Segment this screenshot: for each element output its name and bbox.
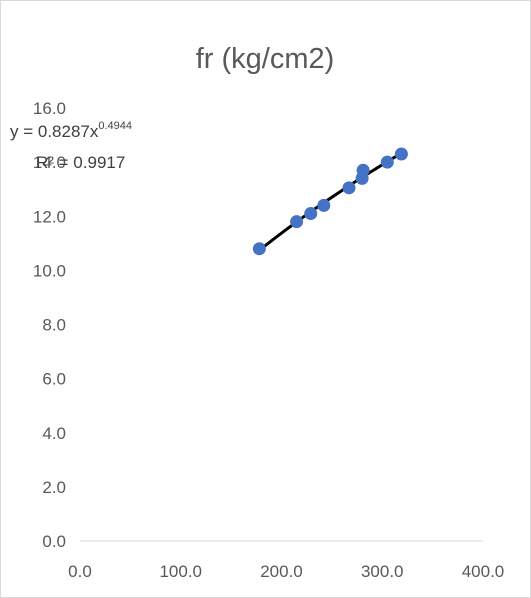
data-point bbox=[394, 147, 408, 161]
y-tick-label: 0.0 bbox=[42, 532, 66, 551]
data-point bbox=[304, 207, 318, 221]
x-tick-label: 0.0 bbox=[68, 562, 92, 581]
x-tick-label: 200.0 bbox=[260, 562, 303, 581]
y-tick-label: 6.0 bbox=[42, 370, 66, 389]
y-tick-label: 2.0 bbox=[42, 478, 66, 497]
y-tick-label: 8.0 bbox=[42, 316, 66, 335]
chart-title: fr (kg/cm2) bbox=[196, 43, 335, 75]
data-point bbox=[380, 155, 394, 169]
x-axis-ticks: 0.0 100.0 200.0 300.0 400.0 bbox=[68, 562, 504, 581]
x-tick-label: 400.0 bbox=[462, 562, 505, 581]
x-tick-label: 100.0 bbox=[159, 562, 202, 581]
y-tick-label: 12.0 bbox=[33, 207, 66, 226]
data-point bbox=[252, 242, 266, 256]
y-tick-label: 16.0 bbox=[33, 99, 66, 118]
data-point bbox=[290, 215, 304, 229]
trendline-r-squared: R² = 0.9917 bbox=[36, 153, 125, 172]
data-points bbox=[252, 147, 408, 256]
trendline bbox=[257, 151, 403, 252]
y-tick-label: 4.0 bbox=[42, 424, 66, 443]
trendline-equation: y = 0.8287x0.4944 bbox=[10, 120, 132, 141]
y-axis-ticks: 0.0 2.0 4.0 6.0 8.0 10.0 12.0 14.0 16.0 bbox=[33, 99, 66, 551]
y-tick-label: 14.0 bbox=[33, 153, 66, 172]
data-point bbox=[317, 198, 331, 212]
data-point bbox=[342, 181, 356, 195]
trendline-equation-exponent: 0.4944 bbox=[98, 120, 132, 132]
x-tick-label: 300.0 bbox=[361, 562, 404, 581]
trendline-equation-base: y = 0.8287x bbox=[10, 122, 99, 141]
y-tick-label: 10.0 bbox=[33, 261, 66, 280]
data-point bbox=[356, 163, 370, 177]
